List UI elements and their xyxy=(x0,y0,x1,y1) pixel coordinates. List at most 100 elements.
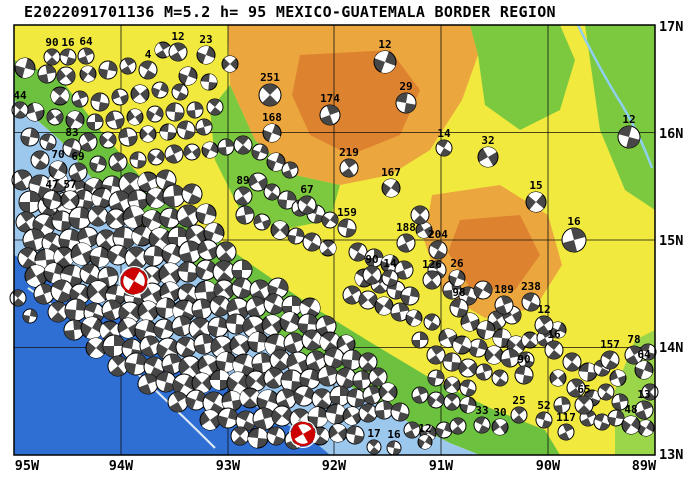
beachball xyxy=(126,108,144,126)
beachball xyxy=(362,265,382,285)
beachball xyxy=(215,241,237,263)
beachball xyxy=(139,335,161,357)
beachball xyxy=(193,333,215,355)
beachball xyxy=(597,383,615,401)
depth-label: 65 xyxy=(577,383,590,396)
beachball xyxy=(165,102,185,122)
beachball xyxy=(235,205,255,225)
beachball xyxy=(277,190,297,210)
depth-label: 98 xyxy=(452,286,465,299)
depth-label: 204 xyxy=(428,228,448,241)
depth-label: 12 xyxy=(171,30,184,43)
depth-label: 251 xyxy=(260,71,280,84)
beachball xyxy=(137,300,159,322)
beachball xyxy=(50,86,70,106)
beachball xyxy=(411,386,429,404)
beachball xyxy=(405,309,423,327)
beachball xyxy=(37,64,57,84)
beachball xyxy=(153,318,175,340)
beachball xyxy=(491,369,509,387)
beachball xyxy=(258,83,282,107)
beachball xyxy=(65,110,85,130)
depth-label: 30 xyxy=(493,406,506,419)
beachball xyxy=(68,162,88,182)
beachball xyxy=(438,328,458,348)
beachball xyxy=(428,240,448,260)
beachball xyxy=(449,298,469,318)
depth-label: 174 xyxy=(320,92,340,105)
beachball xyxy=(248,172,268,192)
lon-tick-label: 94W xyxy=(109,458,134,474)
beachball xyxy=(181,183,203,205)
beachball xyxy=(609,369,627,387)
beachball xyxy=(342,285,362,305)
depth-label: 67 xyxy=(300,183,313,196)
beachball xyxy=(230,426,250,446)
beachball xyxy=(130,84,150,104)
beachball xyxy=(266,152,286,172)
beachball xyxy=(452,335,472,355)
beachball xyxy=(544,340,564,360)
beachball xyxy=(345,425,365,445)
beachball xyxy=(138,60,158,80)
beachball xyxy=(553,396,571,414)
lat-tick-label: 14N xyxy=(659,340,683,356)
beachball xyxy=(410,205,430,225)
beachball xyxy=(396,233,416,253)
beachball xyxy=(624,345,644,365)
beachball xyxy=(252,407,276,431)
depth-label: 167 xyxy=(381,166,401,179)
beachball xyxy=(442,352,462,372)
depth-label: 15 xyxy=(529,179,542,192)
beachball xyxy=(231,259,253,281)
beachball xyxy=(427,369,445,387)
beachball xyxy=(139,125,157,143)
beachball xyxy=(233,186,253,206)
page-title: E2022091701136 M=5.2 h= 95 MEXICO-GUATEM… xyxy=(24,3,556,21)
beachball xyxy=(167,391,189,413)
beachball xyxy=(266,426,286,446)
beachball xyxy=(634,400,654,420)
depth-label: 26 xyxy=(450,257,464,270)
beachball xyxy=(307,406,329,428)
depth-label: 33 xyxy=(475,404,488,417)
beachball xyxy=(315,315,337,337)
depth-label: 29 xyxy=(399,80,412,93)
beachball xyxy=(155,371,177,393)
depth-label: 69 xyxy=(71,150,84,163)
beachball xyxy=(491,418,509,436)
depth-label: 12 xyxy=(537,303,550,316)
beachball xyxy=(80,316,104,340)
beachball xyxy=(217,407,239,429)
depth-label: 70 xyxy=(51,148,64,161)
beachball xyxy=(335,367,357,389)
beachball xyxy=(443,376,461,394)
beachball xyxy=(449,417,467,435)
depth-label: 14 xyxy=(437,127,451,140)
beachball xyxy=(535,411,553,429)
beachball xyxy=(47,301,69,323)
beachball xyxy=(279,311,301,333)
beachball xyxy=(22,228,46,252)
beachball xyxy=(473,416,491,434)
beachball xyxy=(319,104,341,126)
beachball xyxy=(39,133,57,151)
beachball xyxy=(105,110,125,130)
beachball xyxy=(293,385,315,407)
beachball xyxy=(281,161,299,179)
beachball xyxy=(221,55,239,73)
beachball xyxy=(101,299,123,321)
beachball xyxy=(185,224,207,246)
beachball xyxy=(494,295,514,315)
beachball xyxy=(574,395,594,415)
beachball xyxy=(521,292,541,312)
beachball xyxy=(280,369,304,393)
beachball xyxy=(600,350,620,370)
beachball xyxy=(119,57,137,75)
beachball xyxy=(417,434,433,450)
beachball xyxy=(145,187,167,209)
depth-label: 90 xyxy=(365,253,378,266)
beachball xyxy=(484,345,504,365)
beachball xyxy=(33,283,55,305)
